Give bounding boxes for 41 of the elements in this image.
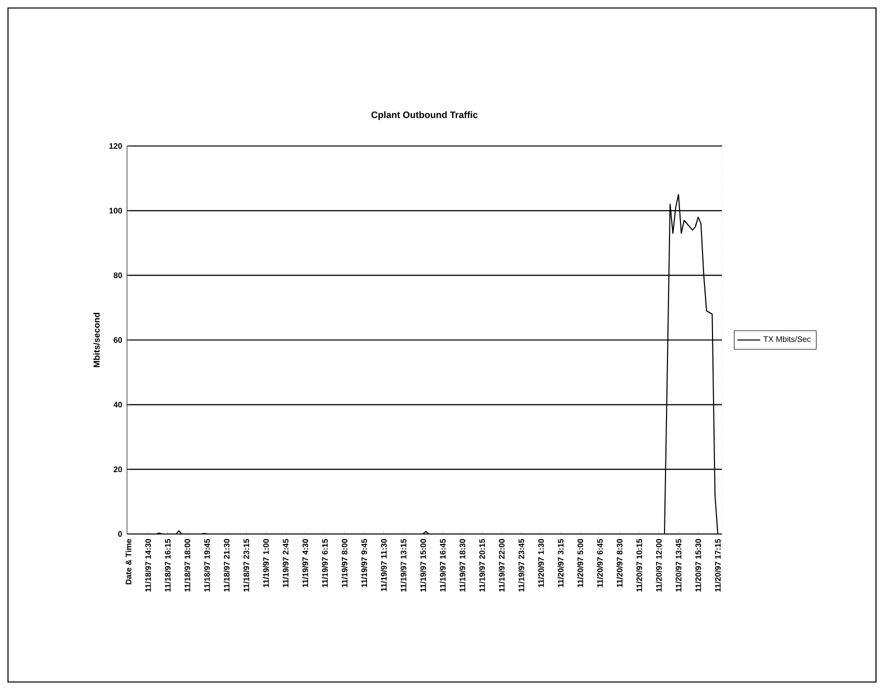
x-tick-label: Date & Time <box>125 538 132 584</box>
x-tick-label: 11/20/97 6:45 <box>596 538 603 588</box>
y-tick-label: 0 <box>118 531 122 537</box>
x-tick-label: 11/19/97 15:00 <box>420 539 426 592</box>
x-tick-label: 11/19/97 16:45 <box>440 538 446 592</box>
y-tick-label: 120 <box>109 143 122 149</box>
x-tick-label: 11/18/97 21:30 <box>224 539 230 592</box>
x-tick-label: 11/18/97 16:15 <box>164 538 171 592</box>
x-tick-label: 11/19/97 8:00 <box>342 539 348 588</box>
x-tick-label: 11/19/97 23:45 <box>518 538 524 592</box>
y-tick-label: 100 <box>109 208 122 214</box>
x-tick-label: 11/19/97 1:00 <box>262 539 269 588</box>
x-tick-label: 11/18/97 19:45 <box>204 538 210 592</box>
x-tick-label: 11/20/97 13:45 <box>676 538 682 592</box>
x-tick-label: 11/20/97 8:30 <box>616 539 623 588</box>
legend-label: TX Mbits/Sec <box>764 336 811 342</box>
x-tick-label: 11/19/97 18:30 <box>459 539 466 592</box>
x-tick-label: 11/20/97 17:15 <box>714 538 721 592</box>
x-tick-label: 11/20/97 12:00 <box>656 539 662 592</box>
y-tick-label: 20 <box>114 466 122 472</box>
x-tick-label: 11/18/97 23:15 <box>243 538 250 592</box>
x-tick-label: 11/20/97 15:30 <box>695 539 702 592</box>
x-tick-label: 11/19/97 11:30 <box>380 539 387 592</box>
x-tick-label: 11/19/97 6:15 <box>322 538 328 588</box>
x-tick-label: 11/20/97 5:00 <box>577 539 584 588</box>
x-tick-label: 11/19/97 2:45 <box>282 538 289 588</box>
x-tick-label: 11/20/97 1:30 <box>538 539 544 588</box>
x-tick-label: 11/20/97 10:15 <box>636 538 642 592</box>
x-tick-label: 11/19/97 13:15 <box>400 538 406 592</box>
x-tick-label: 11/19/97 22:00 <box>498 539 505 592</box>
y-axis-title: Mbits/second <box>93 312 100 368</box>
x-tick-label: 11/19/97 4:30 <box>302 539 308 588</box>
x-tick-label: 11/18/97 14:30 <box>145 539 152 592</box>
y-tick-label: 40 <box>114 402 122 408</box>
x-tick-label: 11/19/97 20:15 <box>479 538 486 592</box>
x-tick-label: 11/19/97 9:45 <box>361 538 368 588</box>
x-tick-label: 11/20/97 3:15 <box>558 538 564 588</box>
x-tick-label: 11/18/97 18:00 <box>184 539 190 592</box>
chart-title: Cplant Outbound Traffic <box>371 111 478 120</box>
y-tick-label: 60 <box>114 337 122 343</box>
y-tick-label: 80 <box>114 272 122 278</box>
